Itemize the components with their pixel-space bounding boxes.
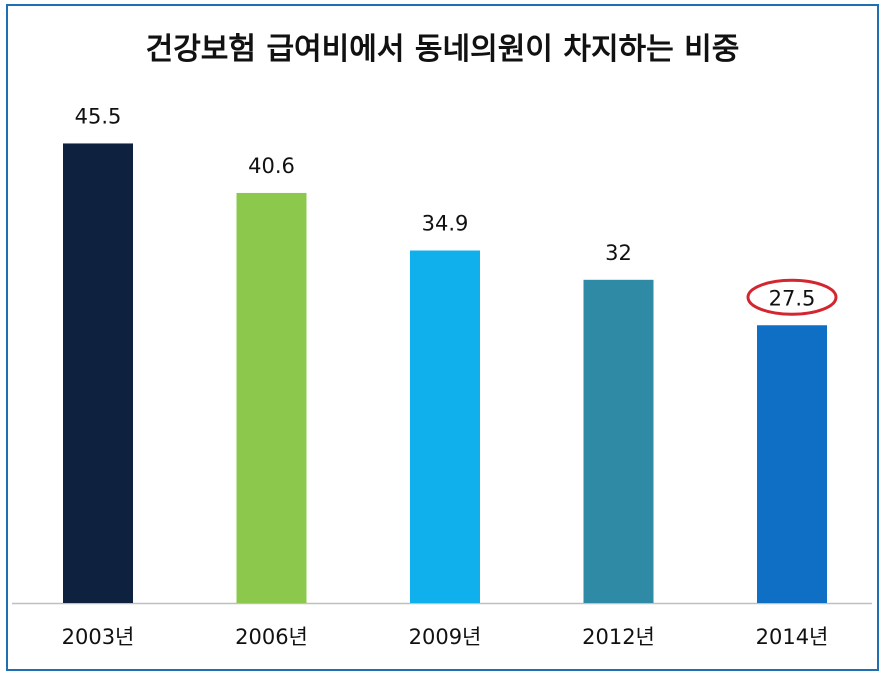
- tick-label-3: 2012년: [582, 625, 655, 649]
- value-label-4: 27.5: [769, 286, 816, 310]
- bar-1: [236, 192, 307, 603]
- value-label-1: 40.6: [248, 154, 295, 178]
- value-label-0: 45.5: [75, 104, 122, 128]
- value-label-3: 32: [605, 241, 632, 265]
- bar-4: [757, 325, 827, 603]
- chart-title: 건강보험 급여비에서 동네의원이 차지하는 비중: [145, 32, 740, 67]
- highlight-ellipse: [746, 278, 838, 316]
- bar-0: [63, 143, 133, 603]
- bar-2: [410, 250, 480, 603]
- tick-label-4: 2014년: [756, 625, 829, 649]
- tick-label-2: 2009년: [409, 625, 482, 649]
- tick-label-1: 2006년: [235, 625, 308, 649]
- value-label-2: 34.9: [422, 212, 469, 236]
- bar-3: [583, 279, 654, 603]
- tick-label-0: 2003년: [62, 625, 135, 649]
